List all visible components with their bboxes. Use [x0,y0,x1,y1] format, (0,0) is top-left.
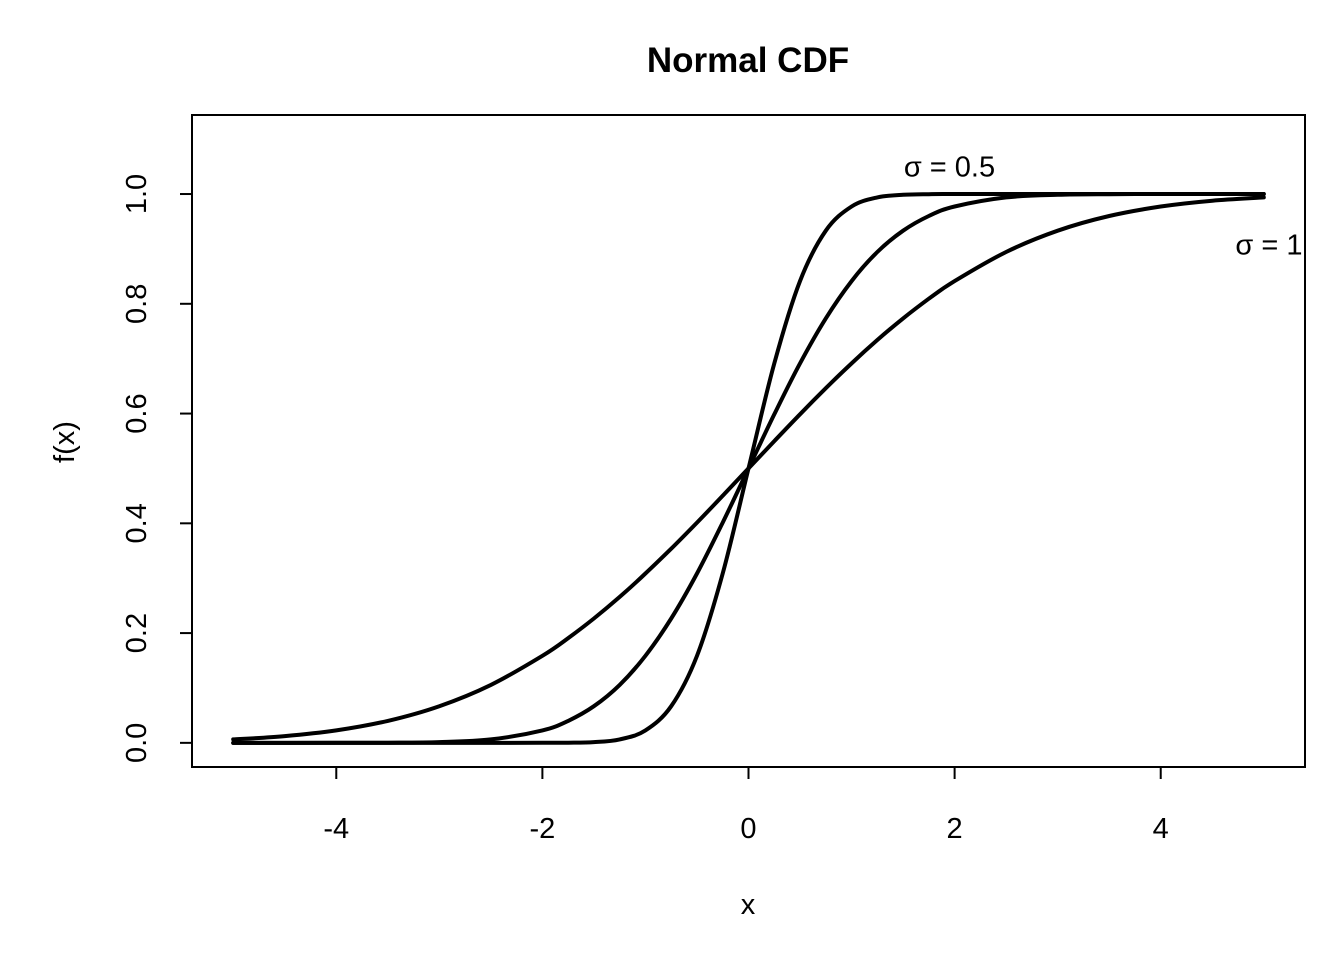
x-tick-label: 0 [740,813,756,845]
x-axis: -4 -2 0 2 4 [323,766,1169,845]
cdf-curve-sigma-2 [231,195,1266,742]
y-tick-label: 0.0 [121,723,153,763]
x-tick-label: 4 [1153,813,1169,845]
plot-frame [191,114,1306,768]
x-axis-label: x [741,889,756,921]
y-tick-label: 1.0 [121,174,153,214]
sigma-annotation: σ = 0.5 [904,152,995,184]
curves [231,191,1266,745]
y-tick-label: 0.6 [121,393,153,433]
y-axis: 0.0 0.2 0.4 0.6 0.8 1.0 [121,174,193,763]
x-tick-label: -2 [529,813,555,845]
y-tick-label: 0.4 [121,503,153,543]
y-axis-label: f(x) [49,421,81,463]
chart-title: Normal CDF [647,41,849,80]
annotations: σ = 0.5σ = 1σ = 2 [904,152,1303,262]
x-tick-label: 2 [947,813,963,845]
y-tick-label: 0.2 [121,613,153,653]
y-tick-label: 0.8 [121,284,153,324]
sigma-annotation: σ = 1 [1235,230,1302,262]
x-tick-label: -4 [323,813,349,845]
